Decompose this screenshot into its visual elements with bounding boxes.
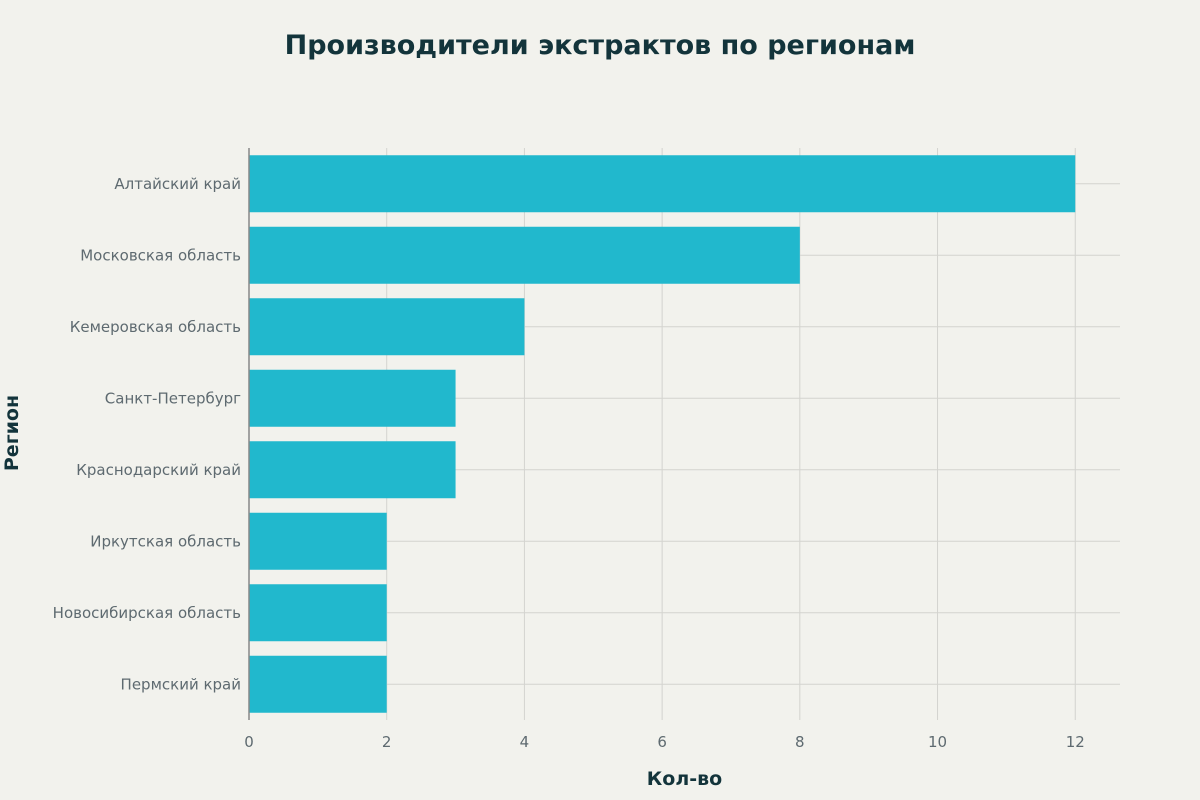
x-tick-label: 8 <box>795 733 805 751</box>
x-tick-label: 4 <box>520 733 530 751</box>
y-tick-label: Санкт-Петербург <box>105 389 241 407</box>
y-tick-label: Новосибирская область <box>53 604 241 622</box>
bar <box>249 369 456 427</box>
bar <box>249 655 387 713</box>
y-tick-label: Алтайский край <box>114 175 241 193</box>
x-tick-label: 2 <box>382 733 392 751</box>
y-tick-label: Краснодарский край <box>76 461 241 479</box>
x-tick-label: 12 <box>1066 733 1085 751</box>
x-axis-label: Кол-во <box>646 768 723 790</box>
x-tick-label: 10 <box>928 733 947 751</box>
bar <box>249 584 387 642</box>
y-tick-label: Пермский край <box>121 675 241 693</box>
bar <box>249 298 525 356</box>
bar <box>249 155 1076 213</box>
y-tick-label: Иркутская область <box>90 532 241 550</box>
y-tick-label: Московская область <box>80 246 241 264</box>
x-tick-label: 6 <box>657 733 667 751</box>
bar <box>249 226 800 284</box>
y-tick-label: Кемеровская область <box>70 318 241 336</box>
bar <box>249 512 387 570</box>
bar <box>249 441 456 499</box>
chart-title: Производители экстрактов по регионам <box>284 30 916 61</box>
x-tick-label: 0 <box>244 733 254 751</box>
